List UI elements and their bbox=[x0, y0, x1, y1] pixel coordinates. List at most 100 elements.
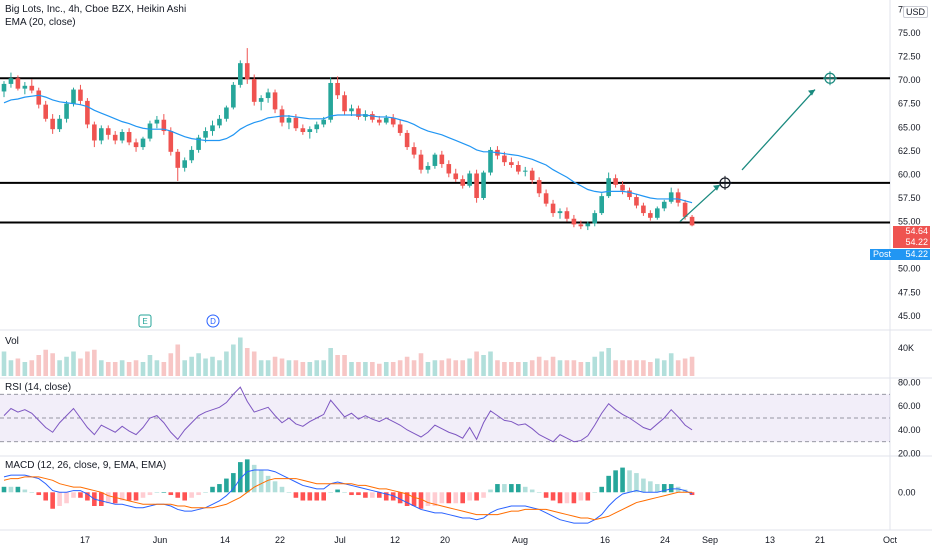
candle-body bbox=[293, 117, 299, 129]
x-tick-4: Jul bbox=[334, 535, 346, 545]
candle-body bbox=[244, 63, 250, 80]
macd-histogram-bar bbox=[488, 489, 493, 493]
candle-body bbox=[383, 117, 389, 123]
candle-body bbox=[675, 192, 681, 203]
candle-body bbox=[349, 108, 354, 112]
volume-bar bbox=[189, 356, 194, 376]
macd-histogram-bar bbox=[397, 492, 403, 504]
volume-bar bbox=[648, 362, 653, 376]
macd-histogram-bar bbox=[557, 492, 563, 504]
macd-histogram-bar bbox=[606, 475, 611, 493]
volume-bar bbox=[112, 362, 118, 376]
volume-bar bbox=[342, 355, 347, 376]
price-tick-12: 47.50 bbox=[898, 287, 921, 297]
currency-badge[interactable]: USD bbox=[903, 6, 929, 18]
macd-histogram-bar bbox=[655, 484, 660, 493]
candle-body bbox=[446, 164, 452, 174]
candle-body bbox=[335, 82, 340, 96]
volume-bar bbox=[140, 362, 146, 376]
volume-bar bbox=[119, 360, 125, 376]
volume-bar bbox=[307, 362, 313, 376]
volume-bar bbox=[411, 360, 417, 376]
macd-histogram-bar bbox=[522, 486, 528, 493]
macd-histogram-bar bbox=[251, 464, 257, 493]
volume-bar bbox=[161, 362, 167, 376]
candle-body bbox=[251, 79, 257, 102]
candle-body bbox=[397, 124, 403, 133]
candle-body bbox=[112, 134, 118, 141]
candle-body bbox=[689, 216, 695, 226]
candle-body bbox=[606, 178, 611, 197]
macd-histogram-bar bbox=[265, 475, 271, 493]
macd-histogram-bar bbox=[286, 492, 292, 493]
macd-histogram-bar bbox=[578, 492, 584, 501]
rsi-tick-1: 60.00 bbox=[898, 401, 921, 411]
volume-bar bbox=[244, 348, 250, 376]
volume-bar bbox=[363, 362, 368, 376]
candle-body bbox=[85, 100, 90, 125]
volume-bar bbox=[210, 356, 215, 376]
volume-bar bbox=[516, 362, 521, 376]
macd-histogram-bar bbox=[495, 484, 500, 493]
projection-arrow-2 bbox=[741, 89, 816, 171]
candle-body bbox=[231, 84, 236, 108]
macd-histogram-bar bbox=[356, 492, 361, 496]
candle-body bbox=[196, 137, 201, 150]
volume-bar bbox=[578, 362, 584, 376]
ema-line bbox=[3, 94, 693, 204]
volume-bar bbox=[99, 360, 104, 376]
candle-body bbox=[481, 172, 486, 198]
macd-histogram-bar bbox=[8, 486, 14, 493]
candle-body bbox=[613, 178, 618, 185]
candle-body bbox=[147, 123, 153, 139]
volume-bar bbox=[529, 360, 535, 376]
macd-histogram-bar bbox=[57, 492, 62, 506]
volume-bar bbox=[279, 358, 285, 376]
volume-bar bbox=[321, 360, 326, 376]
macd-histogram-bar bbox=[64, 492, 69, 504]
volume-bar bbox=[196, 353, 201, 376]
volume-bar bbox=[349, 362, 354, 376]
candle-body bbox=[168, 131, 174, 152]
volume-bar bbox=[78, 358, 83, 376]
volume-bar bbox=[182, 360, 187, 376]
volume-bar bbox=[460, 360, 465, 376]
volume-bar bbox=[64, 356, 69, 376]
candle-body bbox=[43, 104, 48, 119]
candle-body bbox=[57, 118, 62, 130]
macd-histogram-bar bbox=[300, 492, 306, 501]
candle-body bbox=[22, 85, 28, 89]
macd-histogram-bar bbox=[634, 473, 639, 493]
candle-body bbox=[529, 170, 535, 181]
projection-arrowhead-1 bbox=[808, 89, 815, 96]
volume-bar bbox=[203, 358, 208, 376]
rsi-legend: RSI (14, close) bbox=[5, 382, 72, 393]
volume-bar bbox=[502, 362, 507, 376]
volume-bar bbox=[641, 360, 646, 376]
candle-body bbox=[133, 142, 139, 148]
volume-bar bbox=[481, 355, 486, 376]
macd-histogram-bar bbox=[432, 492, 438, 506]
candle-body bbox=[1, 83, 7, 92]
macd-histogram-bar bbox=[571, 492, 577, 504]
candle-body bbox=[648, 213, 653, 218]
volume-bar bbox=[224, 351, 229, 376]
volume-bar bbox=[335, 355, 340, 376]
last-price-badge: 54.64 bbox=[893, 226, 930, 237]
candle-body bbox=[599, 196, 604, 214]
macd-histogram-bar bbox=[140, 492, 146, 498]
candle-body bbox=[564, 211, 570, 219]
volume-bar bbox=[390, 362, 396, 376]
macd-histogram-bar bbox=[279, 486, 285, 493]
volume-bar bbox=[286, 360, 292, 376]
candle-body bbox=[509, 162, 514, 165]
rsi-tick-2: 40.00 bbox=[898, 425, 921, 435]
macd-histogram-bar bbox=[43, 492, 48, 501]
volume-bar bbox=[314, 360, 320, 376]
volume-bar bbox=[71, 351, 76, 376]
macd-histogram-bar bbox=[502, 484, 507, 493]
macd-histogram-bar bbox=[474, 492, 479, 501]
candle-body bbox=[154, 119, 160, 124]
